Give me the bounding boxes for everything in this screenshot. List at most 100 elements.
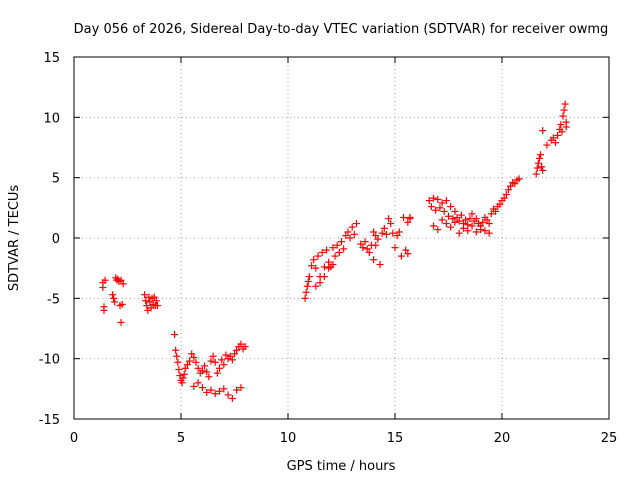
data-point [453,213,461,221]
x-axis-label: GPS time / hours [287,459,396,474]
data-point [310,256,318,264]
data-point [101,276,109,284]
data-point [207,357,215,365]
data-point [303,282,311,290]
data-point [194,364,202,372]
data-point [455,229,463,237]
data-point [179,374,187,382]
y-tick-label: -15 [39,413,60,428]
data-point [370,228,378,236]
data-point [481,227,489,235]
data-point [561,100,569,108]
data-point [304,277,312,285]
data-point [228,356,236,364]
data-point [434,226,442,234]
data-point [172,346,180,354]
data-point [457,211,465,219]
data-point [425,197,433,205]
data-point [233,346,241,354]
y-tick-label: -10 [39,353,60,368]
data-point [402,246,410,254]
data-point [216,387,224,395]
data-point [329,244,337,252]
data-point [181,364,189,372]
x-tick-labels: 0 5 10 15 20 25 [70,431,617,446]
data-point [511,180,519,188]
data-point [118,300,126,308]
data-point [305,273,313,281]
data-point [374,235,382,243]
data-point [119,280,127,288]
data-point [472,215,480,223]
data-point [342,232,350,240]
data-point [438,216,446,224]
data-point [455,217,463,225]
data-point [308,262,316,270]
data-point [372,232,380,240]
data-point [532,170,540,178]
data-point [348,223,356,231]
data-point [237,384,245,392]
data-point [183,361,191,369]
data-point [175,366,183,374]
data-point [224,391,232,399]
data-point [434,195,442,203]
data-point [559,112,567,120]
data-point [363,245,371,253]
data-point [335,248,343,256]
data-point [173,352,181,360]
data-point [507,182,515,190]
data-point [153,302,161,310]
data-point [142,297,150,305]
data-point [389,229,397,237]
data-point [380,224,388,232]
data-point [442,197,450,205]
data-point [231,350,238,358]
data-point [432,206,440,214]
data-point [477,226,485,234]
data-point [472,228,480,236]
data-point [174,358,182,366]
x-tick-label: 20 [494,431,511,446]
data-point [325,258,333,266]
data-point [500,194,508,202]
data-point [466,215,474,223]
data-point [406,213,414,221]
data-point [228,394,236,402]
data-point [209,352,217,360]
data-point [451,207,459,215]
data-point [560,106,568,114]
data-point [141,291,149,299]
data-point [316,279,324,287]
data-point [468,210,476,218]
data-point [496,200,504,208]
data-point [483,216,491,224]
data-point [445,212,452,220]
y-tick-labels: -15 -10 -5 0 5 10 15 [39,51,60,428]
data-point [468,222,476,230]
data-point [554,131,562,139]
data-point [117,276,125,284]
data-point [111,298,119,306]
data-point [344,228,352,236]
data-point [404,218,412,226]
data-point [147,304,155,312]
data-point [464,227,472,235]
data-point [143,302,151,310]
x-tick-label: 0 [70,431,78,446]
data-point [549,134,557,142]
data-point [211,358,219,366]
x-tick-label: 5 [177,431,185,446]
data-point [301,294,309,302]
data-point [190,382,198,390]
y-tick-label: -5 [47,292,60,307]
data-point [178,379,186,387]
data-point [188,350,196,358]
data-point [447,223,455,231]
data-point [203,368,211,376]
x-tick-label: 15 [387,431,404,446]
data-point [385,215,393,223]
data-point [312,282,320,290]
x-tick-label: 10 [280,431,297,446]
data-point [430,222,438,230]
